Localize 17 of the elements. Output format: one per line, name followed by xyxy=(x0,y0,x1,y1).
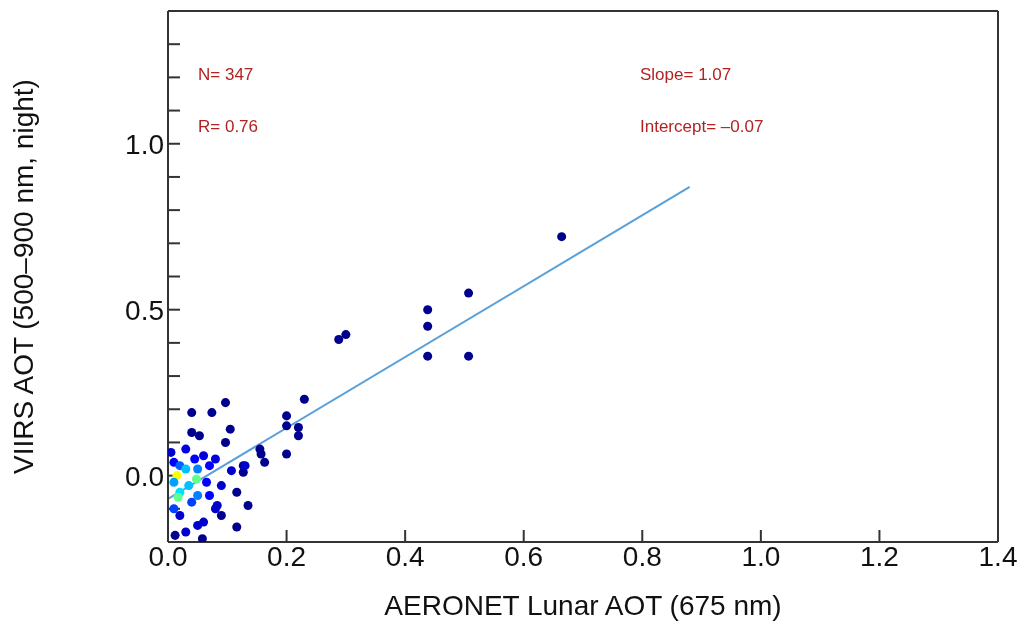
annotation: N= 347 xyxy=(198,65,254,85)
y-tick-label: 0.0 xyxy=(125,460,164,492)
x-tick-label: 1.2 xyxy=(859,540,899,572)
y-tick-label: 0.5 xyxy=(125,294,164,326)
x-tick-label: 0.0 xyxy=(148,540,188,572)
y-tick-label: 1.0 xyxy=(125,128,164,160)
x-tick-label: 0.8 xyxy=(622,540,662,572)
annotation: Intercept= –0.07 xyxy=(640,117,764,137)
annotation: Slope= 1.07 xyxy=(640,65,732,85)
x-tick-label: 0.2 xyxy=(267,540,307,572)
y-axis-title: VIIRS AOT (500–900 nm, night) xyxy=(7,79,39,474)
x-tick-label: 0.6 xyxy=(504,540,544,572)
x-tick-label: 0.4 xyxy=(385,540,425,572)
x-tick-label: 1.4 xyxy=(978,540,1018,572)
x-tick-label: 1.0 xyxy=(741,540,781,572)
x-axis-title: AERONET Lunar AOT (675 nm) xyxy=(384,590,782,621)
annotation: R= 0.76 xyxy=(198,117,259,137)
